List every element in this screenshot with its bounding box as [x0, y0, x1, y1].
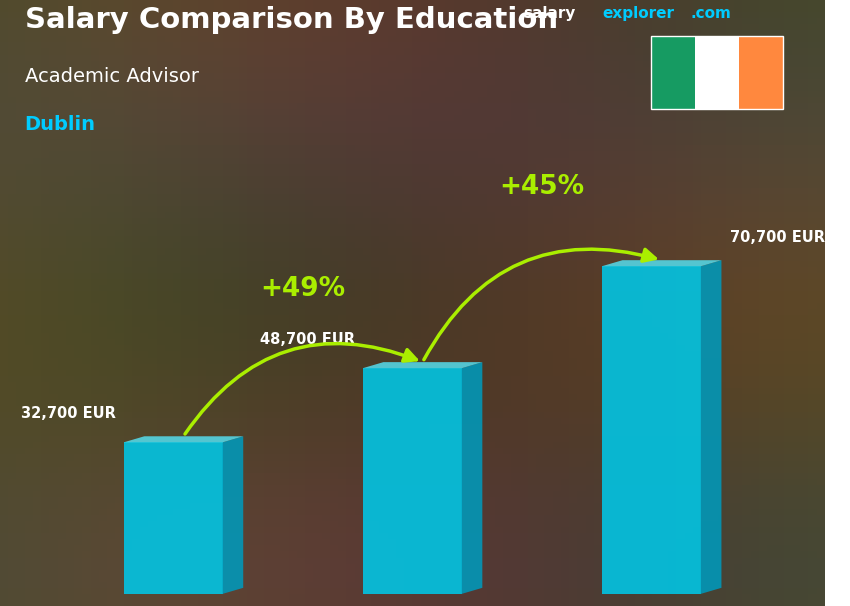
Bar: [124, 442, 223, 594]
Text: Dublin: Dublin: [25, 115, 96, 134]
Polygon shape: [363, 362, 482, 368]
Polygon shape: [602, 260, 722, 266]
Text: explorer: explorer: [602, 6, 674, 21]
Polygon shape: [462, 362, 482, 594]
Text: salary: salary: [524, 6, 576, 21]
Text: Academic Advisor: Academic Advisor: [25, 67, 199, 85]
Text: Average Yearly Salary: Average Yearly Salary: [829, 290, 839, 413]
Text: 70,700 EUR: 70,700 EUR: [729, 230, 824, 245]
Bar: [602, 266, 700, 594]
Polygon shape: [124, 436, 243, 442]
Bar: [695, 36, 740, 109]
Text: .com: .com: [691, 6, 732, 21]
Bar: [363, 368, 462, 594]
Polygon shape: [223, 436, 243, 594]
Bar: [740, 36, 784, 109]
Text: Salary Comparison By Education: Salary Comparison By Education: [25, 6, 558, 34]
Bar: [651, 36, 695, 109]
Text: 48,700 EUR: 48,700 EUR: [259, 332, 354, 347]
Text: 32,700 EUR: 32,700 EUR: [20, 406, 116, 421]
Bar: [651, 36, 784, 109]
Text: +45%: +45%: [500, 175, 585, 201]
Text: +49%: +49%: [260, 276, 346, 302]
Polygon shape: [700, 260, 722, 594]
